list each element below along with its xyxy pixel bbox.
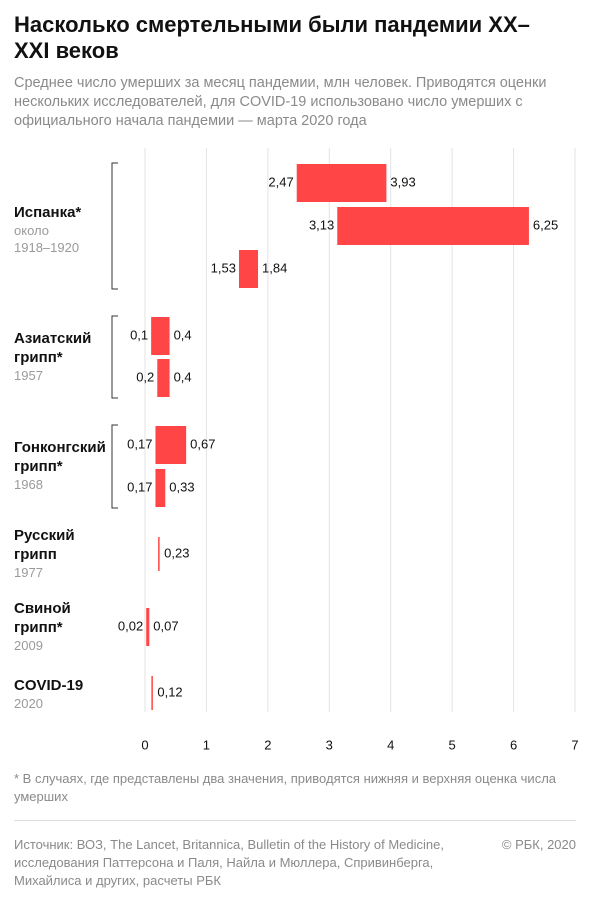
range-bar [296,164,387,202]
value-label: 0,07 [153,618,178,633]
x-tick-label: 6 [510,737,517,752]
divider [14,820,576,821]
value-label: 0,12 [157,684,182,699]
range-bar [155,426,187,464]
group-years: 1977 [14,565,43,580]
value-label: 1,84 [262,260,287,275]
value-label: 0,33 [169,479,194,494]
range-bar [337,207,529,245]
value-label: 0,23 [164,545,189,560]
group-years: 1957 [14,368,43,383]
group-name: COVID-19 [14,677,84,694]
group-name: Азиатский грипп* [14,330,92,366]
range-bar [238,250,259,288]
x-tick-label: 3 [326,737,333,752]
x-tick-label: 2 [264,737,271,752]
value-label: 3,93 [390,174,415,189]
range-bar [146,608,150,646]
value-label: 0,17 [127,436,152,451]
bracket [111,424,118,509]
x-tick-label: 0 [141,737,148,752]
value-label: 6,25 [533,217,558,232]
value-label: 0,02 [118,618,143,633]
x-tick-label: 7 [571,737,578,752]
value-label: 0,67 [190,436,215,451]
group-years: 2020 [14,696,43,711]
chart: 0 1 2 3 4 5 6 7 2,47 3,93 3,13 6,25 1,53 1,84 0,1 0,4 0,… [111,148,579,752]
value-label: 0,4 [174,369,192,384]
x-tick-label: 5 [449,737,456,752]
group-name: Свиной грипп* [14,600,71,636]
group-years: 1918–1920 [14,240,80,255]
footnote: * В случаях, где представлены два значен… [14,771,557,804]
range-bar [155,469,166,507]
copyright: © РБК, 2020 [501,837,576,852]
group-years: 1968 [14,477,43,492]
value-label: 0,1 [130,327,148,342]
value-bar [151,676,153,710]
x-tick-label: 4 [387,737,394,752]
range-bar [157,359,170,397]
bracket [111,315,118,399]
value-label: 2,47 [268,174,293,189]
value-label: 3,13 [309,217,334,232]
group-name: Испанка* [14,204,82,221]
chart-title: Насколько смертельными были пандемии XX–… [14,12,530,63]
source: Источник: ВОЗ, The Lancet, Britannica, B… [14,837,444,888]
x-tick-label: 1 [203,737,210,752]
value-label: 1,53 [211,260,236,275]
group-years: 2009 [14,638,43,653]
value-label: 0,2 [136,369,154,384]
group-note: около [14,223,49,238]
chart-subtitle: Среднее число умерших за месяц пандемии,… [14,75,547,129]
value-bar [158,537,160,571]
value-label: 0,17 [127,479,152,494]
group-name: Русский грипп [14,527,75,563]
group-name: Гонконгский грипп* [14,439,106,475]
value-label: 0,4 [174,327,192,342]
bracket [111,162,118,290]
range-bar [151,317,170,355]
